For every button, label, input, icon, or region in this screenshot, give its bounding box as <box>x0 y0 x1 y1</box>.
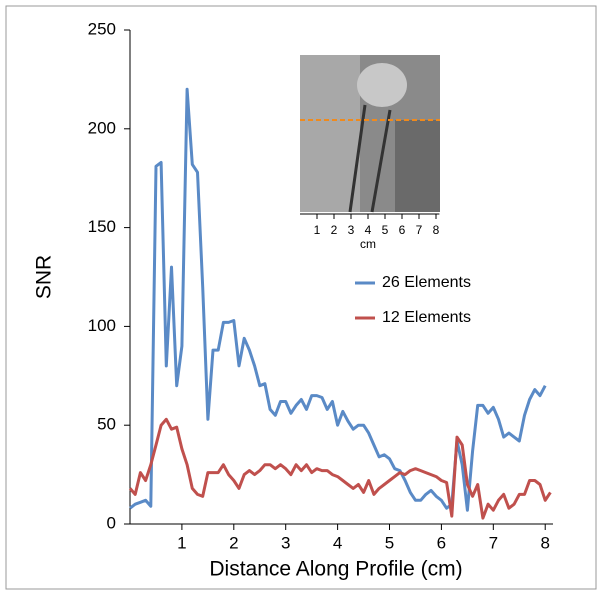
inset-tick-label: 8 <box>433 223 440 237</box>
x-axis-label: Distance Along Profile (cm) <box>209 558 462 581</box>
y-tick-label: 250 <box>88 19 116 38</box>
inset-femoral-head <box>357 63 407 107</box>
inset-tick-label: 5 <box>382 223 389 237</box>
inset-tick-label: 6 <box>399 223 406 237</box>
inset-image <box>300 55 440 213</box>
x-tick-label: 2 <box>229 533 238 552</box>
inset-tick-label: 1 <box>314 223 321 237</box>
legend-label: 12 Elements <box>382 309 471 326</box>
series-line <box>128 417 552 520</box>
y-tick-label: 150 <box>88 217 116 236</box>
inset-shade <box>300 55 360 212</box>
inset-bone <box>348 104 392 213</box>
y-tick-label: 0 <box>107 513 116 532</box>
y-tick-label: 200 <box>88 118 116 137</box>
x-tick-label: 3 <box>281 533 290 552</box>
inset-tick-label: 4 <box>365 223 372 237</box>
x-tick-label: 5 <box>385 533 394 552</box>
inset-muscle <box>395 120 440 212</box>
inset-tick-label: 3 <box>348 223 355 237</box>
legend-label: 26 Elements <box>382 274 471 291</box>
inset-tick-label: 2 <box>331 223 338 237</box>
y-tick-label: 100 <box>88 316 116 335</box>
x-tick-label: 7 <box>489 533 498 552</box>
x-tick-label: 4 <box>333 533 342 552</box>
inset-tick-label: 7 <box>416 223 423 237</box>
x-tick-label: 6 <box>437 533 446 552</box>
series-line <box>129 87 547 512</box>
y-axis-label: SNR <box>33 255 56 299</box>
inset-axis-label: cm <box>360 237 376 251</box>
x-tick-label: 1 <box>177 533 186 552</box>
x-tick-label: 8 <box>540 533 549 552</box>
y-tick-label: 50 <box>97 415 116 434</box>
